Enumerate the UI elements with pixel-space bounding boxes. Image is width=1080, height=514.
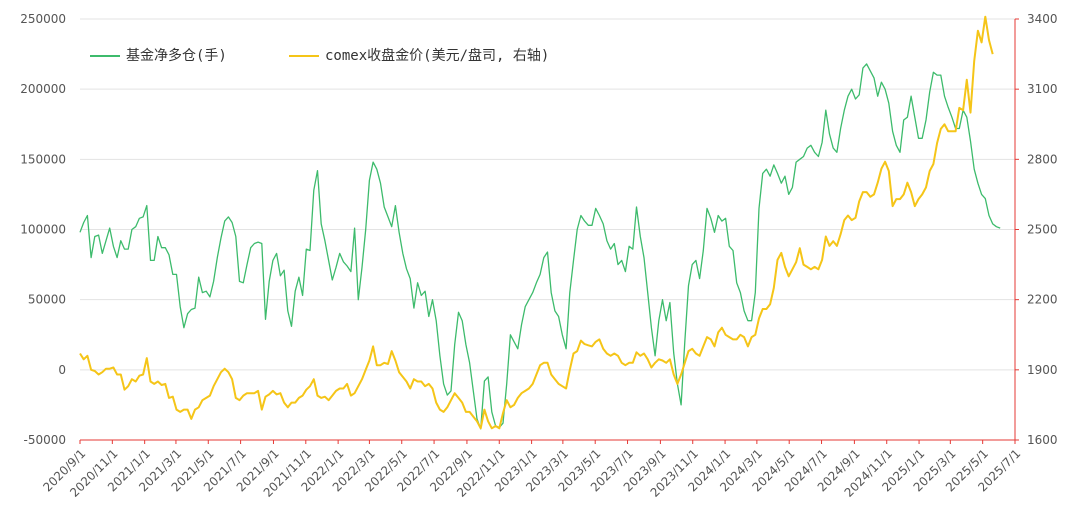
series-line-2 — [79, 15, 994, 430]
right-tick-label: 1600 — [1027, 433, 1058, 447]
legend-label-2: comex收盘金价(美元/盘司, 右轴) — [325, 47, 549, 64]
left-tick-label: 150000 — [20, 152, 66, 166]
left-tick-label: 50000 — [28, 293, 66, 307]
right-tick-label: 2800 — [1027, 152, 1058, 166]
series-line-1 — [79, 63, 1001, 430]
x-axis: 2020/9/12020/11/12021/1/12021/3/12021/5/… — [40, 439, 1023, 500]
right-tick-label: 3100 — [1027, 82, 1058, 96]
right-tick-label: 1900 — [1027, 363, 1058, 377]
right-tick-label: 2200 — [1027, 293, 1058, 307]
left-tick-label: 0 — [58, 363, 66, 377]
left-tick-label: 100000 — [20, 223, 66, 237]
right-tick-label: 3400 — [1027, 12, 1058, 26]
right-tick-label: 2500 — [1027, 223, 1058, 237]
left-tick-label: 200000 — [20, 82, 66, 96]
left-tick-label: -50000 — [23, 433, 66, 447]
series-lines — [79, 15, 1001, 430]
right-axis: 3400 3100 2800 2500 2200 1900 1600 — [1014, 12, 1058, 447]
legend-label-1: 基金净多仓(手) — [126, 47, 227, 64]
left-axis-ticks: 250000 200000 150000 100000 50000 0 -50000 — [20, 12, 66, 447]
legend: 基金净多仓(手) comex收盘金价(美元/盘司, 右轴) — [90, 47, 549, 64]
left-tick-label: 250000 — [20, 12, 66, 26]
